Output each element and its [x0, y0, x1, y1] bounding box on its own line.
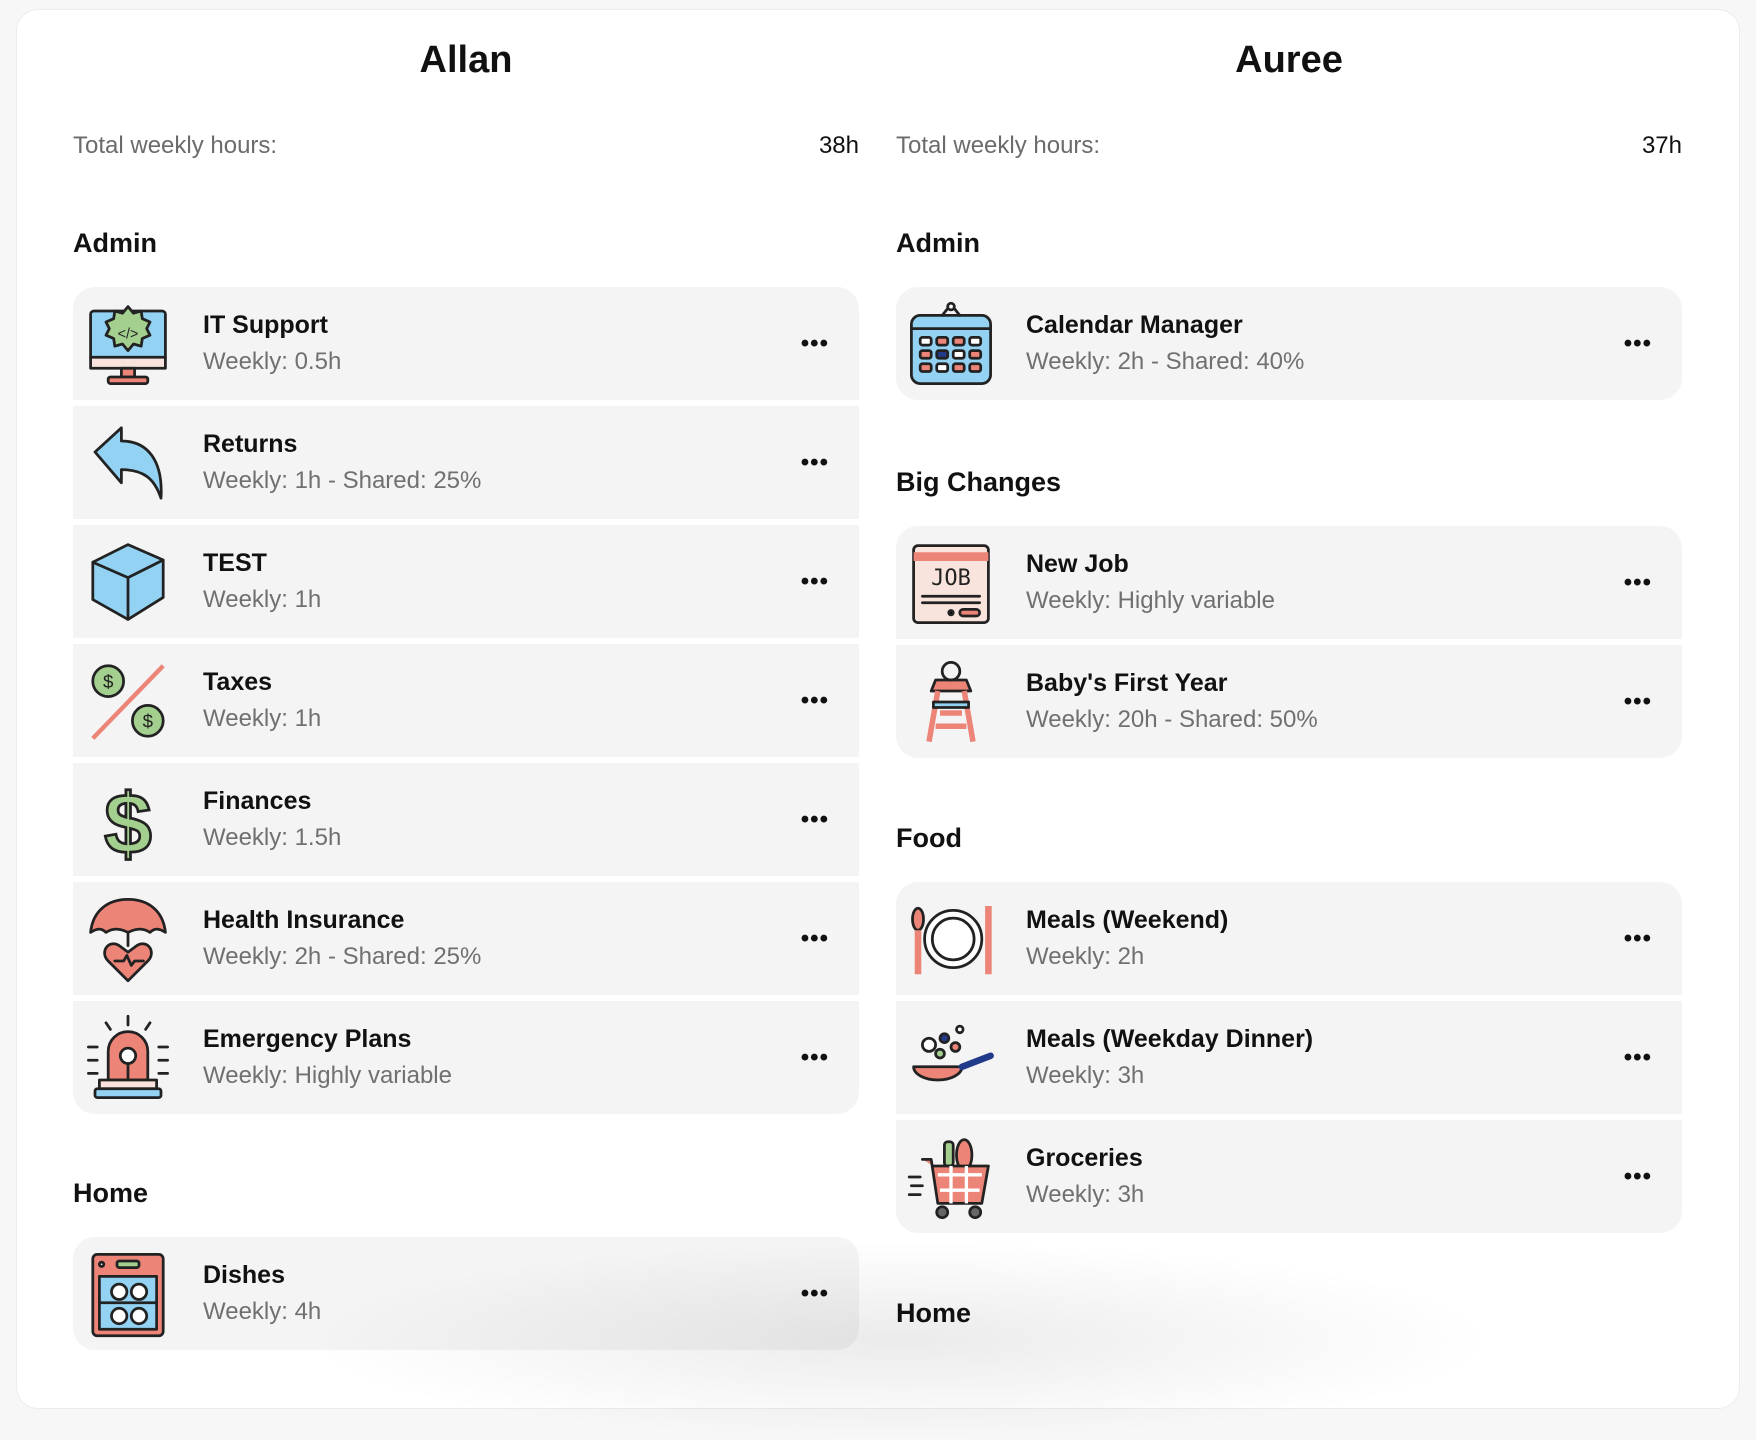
total-value: 38h — [818, 132, 859, 159]
calendar-icon — [910, 301, 992, 385]
task-item-emergency-plans[interactable]: Emergency Plans Weekly: Highly variable •… — [73, 1001, 859, 1114]
task-name: Finances — [203, 787, 312, 815]
siren-icon — [87, 1014, 169, 1099]
task-item-returns[interactable]: Returns Weekly: 1h - Shared: 25% ••• — [73, 406, 859, 519]
task-item-calendar-manager[interactable]: Calendar Manager Weekly: 2h - Shared: 40%… — [896, 287, 1682, 400]
more-options-button[interactable]: ••• — [800, 924, 829, 952]
umbrella-heart-icon — [89, 897, 167, 982]
frying-pan-icon — [912, 1024, 994, 1081]
task-detail: Weekly: Highly variable — [1026, 587, 1275, 614]
computer-gear-icon: </> — [89, 304, 167, 385]
task-item-baby-s-first-year[interactable]: Baby's First Year Weekly: 20h - Shared: 5… — [896, 645, 1682, 758]
more-options-button[interactable]: ••• — [800, 805, 829, 833]
task-name: TEST — [203, 549, 267, 577]
section-heading-big-changes: Big Changes — [896, 467, 1062, 497]
task-detail: Weekly: 2h - Shared: 40% — [1026, 348, 1305, 375]
task-name: Calendar Manager — [1026, 311, 1243, 339]
more-options-button[interactable]: ••• — [1623, 1043, 1652, 1071]
task-detail: Weekly: 0.5h — [203, 348, 342, 375]
section-food-list: Meals (Weekend) Weekly: 2h ••• Meals (Wee… — [896, 882, 1682, 1233]
task-name: Baby's First Year — [1026, 669, 1228, 697]
task-detail: Weekly: 3h — [1026, 1181, 1145, 1208]
task-name: Emergency Plans — [203, 1025, 412, 1053]
percent-dollar-icon: $$ — [91, 663, 165, 740]
section-admin-list: </> IT Support Weekly: 0.5h ••• Returns We… — [73, 287, 859, 1114]
task-name: Returns — [203, 430, 298, 458]
task-name: IT Support — [203, 311, 328, 339]
task-detail: Weekly: Highly variable — [203, 1062, 452, 1089]
task-item-taxes[interactable]: $ $ Taxes Weekly: 1h ••• — [73, 644, 859, 757]
cube-icon — [91, 542, 165, 621]
task-detail: Weekly: 1h - Shared: 25% — [203, 467, 482, 494]
job-posting-icon: JOB — [912, 543, 990, 624]
total-weekly-hours: Total weekly hours: 38h — [73, 121, 859, 171]
more-options-button[interactable]: ••• — [800, 1043, 829, 1071]
more-options-button[interactable]: ••• — [1623, 924, 1652, 952]
task-item-meals-weekend[interactable]: Meals (Weekend) Weekly: 2h ••• — [896, 882, 1682, 995]
task-name: Dishes — [203, 1261, 285, 1289]
task-detail: Weekly: 1.5h — [203, 824, 342, 851]
svg-text:$: $ — [143, 710, 154, 731]
task-item-health-insurance[interactable]: Health Insurance Weekly: 2h - Shared: 25%… — [73, 882, 859, 995]
dishwasher-icon — [91, 1252, 165, 1337]
total-label: Total weekly hours: — [73, 132, 278, 159]
task-item-dishes[interactable]: Dishes Weekly: 4h ••• — [73, 1237, 859, 1350]
task-item-test[interactable]: TEST Weekly: 1h ••• — [73, 525, 859, 638]
task-item-meals-weekday-dinner[interactable]: Meals (Weekday Dinner) Weekly: 3h ••• — [896, 1001, 1682, 1114]
task-detail: Weekly: 2h - Shared: 25% — [203, 943, 482, 970]
svg-text:$: $ — [103, 670, 114, 691]
section-heading-admin: Admin — [73, 228, 157, 258]
task-detail: Weekly: 1h — [203, 705, 322, 732]
total-value: 37h — [1641, 132, 1682, 159]
total-weekly-hours: Total weekly hours: 37h — [896, 121, 1682, 171]
task-detail: Weekly: 1h — [203, 586, 322, 613]
more-options-button[interactable]: ••• — [800, 567, 829, 595]
section-admin-list: Calendar Manager Weekly: 2h - Shared: 40%… — [896, 287, 1682, 400]
svg-text:</>: </> — [118, 326, 139, 342]
section-heading-food: Food — [896, 823, 962, 853]
task-detail: Weekly: 2h — [1026, 943, 1145, 970]
task-name: Meals (Weekend) — [1026, 906, 1229, 934]
person-name: Auree — [1235, 39, 1343, 81]
section-heading-home: Home — [73, 1178, 149, 1208]
task-name: Health Insurance — [203, 906, 405, 934]
task-name: Groceries — [1026, 1144, 1143, 1172]
person-name: Allan — [419, 39, 513, 81]
section-heading-home: Home — [896, 1298, 972, 1328]
section-home-list: Dishes Weekly: 4h ••• — [73, 1237, 859, 1350]
section-big-changes-list: JOB New Job Weekly: Highly variable ••• B… — [896, 526, 1682, 758]
person-column-auree: Auree Total weekly hours: 37h Admin Calend… — [896, 9, 1682, 1333]
task-name: New Job — [1026, 550, 1129, 578]
task-detail: Weekly: 20h - Shared: 50% — [1026, 706, 1318, 733]
dollar-sign-icon: $ — [103, 776, 153, 864]
more-options-button[interactable]: ••• — [1623, 1162, 1652, 1190]
total-label: Total weekly hours: — [896, 132, 1101, 159]
more-options-button[interactable]: ••• — [1623, 687, 1652, 715]
svg-text:JOB: JOB — [931, 566, 971, 591]
task-item-it-support[interactable]: </> IT Support Weekly: 0.5h ••• — [73, 287, 859, 400]
shopping-cart-icon — [907, 1137, 990, 1219]
high-chair-icon — [926, 660, 976, 742]
task-item-finances[interactable]: $ Finances Weekly: 1.5h ••• — [73, 763, 859, 876]
more-options-button[interactable]: ••• — [1623, 568, 1652, 596]
more-options-button[interactable]: ••• — [800, 686, 829, 714]
person-column-allan: Allan Total weekly hours: 38h Admin </> IT… — [73, 9, 859, 1350]
task-item-new-job[interactable]: JOB New Job Weekly: Highly variable ••• — [896, 526, 1682, 639]
section-heading-admin: Admin — [896, 228, 980, 258]
more-options-button[interactable]: ••• — [800, 329, 829, 357]
task-detail: Weekly: 4h — [203, 1298, 322, 1325]
return-arrow-icon — [93, 425, 163, 500]
more-options-button[interactable]: ••• — [1623, 329, 1652, 357]
task-detail: Weekly: 3h — [1026, 1062, 1145, 1089]
task-item-groceries[interactable]: Groceries Weekly: 3h ••• — [896, 1120, 1682, 1233]
task-name: Meals (Weekday Dinner) — [1026, 1025, 1314, 1053]
more-options-button[interactable]: ••• — [800, 448, 829, 476]
svg-text:$: $ — [104, 776, 152, 864]
plate-cutlery-icon — [911, 905, 992, 974]
more-options-button[interactable]: ••• — [800, 1279, 829, 1307]
task-name: Taxes — [203, 668, 273, 696]
